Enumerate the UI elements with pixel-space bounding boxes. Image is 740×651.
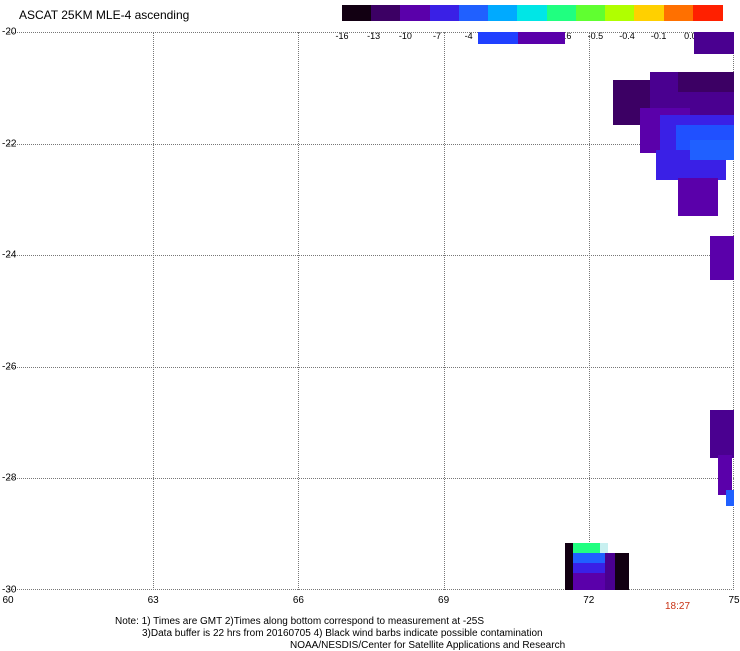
scatterometer-swath-cell bbox=[718, 455, 732, 495]
scatterometer-swath-cell bbox=[565, 543, 575, 590]
map-plot-area bbox=[8, 32, 734, 590]
longitude-tick-label: 66 bbox=[292, 595, 304, 606]
colorbar-segment bbox=[458, 5, 490, 21]
colorbar-segment bbox=[371, 5, 402, 21]
colorbar-tick-label: -13 bbox=[367, 31, 381, 41]
latitude-tick-label: -30 bbox=[2, 584, 17, 596]
latitude-tick-label: -24 bbox=[2, 249, 17, 261]
longitude-tick-label: 63 bbox=[147, 595, 159, 606]
scatterometer-swath-cell bbox=[478, 32, 518, 44]
latitude-tick-label: -28 bbox=[2, 472, 17, 484]
scatterometer-swath-cell bbox=[615, 553, 629, 590]
longitude-gridline bbox=[298, 32, 300, 590]
colorbar-segment bbox=[605, 5, 636, 21]
scatterometer-swath-cell bbox=[694, 32, 734, 54]
longitude-tick-label: 69 bbox=[438, 595, 450, 606]
scatterometer-swath-cell bbox=[678, 178, 718, 216]
colorbar-segment bbox=[342, 5, 373, 21]
longitude-gridline bbox=[153, 32, 155, 590]
map-title: ASCAT 25KM MLE-4 ascending bbox=[19, 8, 190, 22]
longitude-gridline bbox=[733, 32, 734, 590]
colorbar-tick-label: -0.5 bbox=[587, 31, 604, 41]
latitude-gridline bbox=[8, 478, 734, 480]
footer-credit: NOAA/NESDIS/Center for Satellite Applica… bbox=[290, 640, 566, 651]
longitude-tick-label: 72 bbox=[583, 595, 595, 606]
colorbar-segment bbox=[546, 5, 577, 21]
colorbar-tick-label: -0.4 bbox=[619, 31, 635, 41]
colorbar-segment bbox=[429, 5, 460, 21]
colorbar-segment bbox=[575, 5, 607, 21]
colorbar-tick-label: -10 bbox=[398, 31, 412, 41]
latitude-gridline bbox=[8, 32, 734, 33]
scatterometer-swath-cell bbox=[710, 236, 734, 280]
pass-timestamp: 18:27 bbox=[665, 601, 691, 612]
longitude-gridline bbox=[588, 32, 590, 590]
colorbar-tick-label: -4 bbox=[464, 31, 473, 41]
scatterometer-swath-cell bbox=[573, 573, 615, 590]
colorbar-segment bbox=[488, 5, 519, 21]
scatterometer-swath-cell bbox=[573, 553, 605, 563]
longitude-gridline bbox=[443, 32, 445, 590]
latitude-gridline bbox=[8, 366, 734, 368]
latitude-gridline bbox=[8, 589, 734, 590]
longitude-tick-label: 75 bbox=[728, 595, 740, 606]
scatterometer-swath-cell bbox=[726, 490, 734, 506]
colorbar-tick-label: 0.0 bbox=[684, 31, 697, 41]
scatterometer-swath-cell bbox=[573, 563, 613, 575]
colorbar-segment bbox=[692, 5, 723, 21]
footer-note-line2: 3)Data buffer is 22 hrs from 20160705 4)… bbox=[142, 628, 543, 639]
latitude-tick-label: -20 bbox=[2, 26, 17, 38]
footer-note-line1: Note: 1) Times are GMT 2)Times along bot… bbox=[115, 616, 485, 627]
latitude-gridline bbox=[8, 143, 734, 145]
scatterometer-swath-cell bbox=[690, 140, 734, 160]
longitude-tick-label: 60 bbox=[2, 595, 14, 606]
latitude-gridline bbox=[8, 255, 734, 257]
latitude-tick-label: -26 bbox=[2, 361, 17, 373]
colorbar-tick-label: -16 bbox=[335, 31, 349, 41]
scatterometer-swath-cell bbox=[678, 72, 734, 92]
colorbar-segment bbox=[400, 5, 431, 21]
scatterometer-swath-cell bbox=[710, 410, 734, 458]
colorbar-segment bbox=[634, 5, 665, 21]
colorbar-tick-label: -7 bbox=[432, 31, 442, 41]
colorbar-segment bbox=[517, 5, 548, 21]
scatterometer-swath-cell bbox=[600, 543, 608, 553]
colorbar-legend: -16-13-10-7-4-1-0.7-0.6-0.5-0.4-0.10.01.… bbox=[335, 5, 728, 41]
latitude-tick-label: -22 bbox=[2, 138, 17, 150]
scatterometer-swath-cell bbox=[573, 543, 605, 555]
colorbar-tick-label: -0.1 bbox=[650, 31, 667, 41]
colorbar-segment bbox=[663, 5, 694, 21]
